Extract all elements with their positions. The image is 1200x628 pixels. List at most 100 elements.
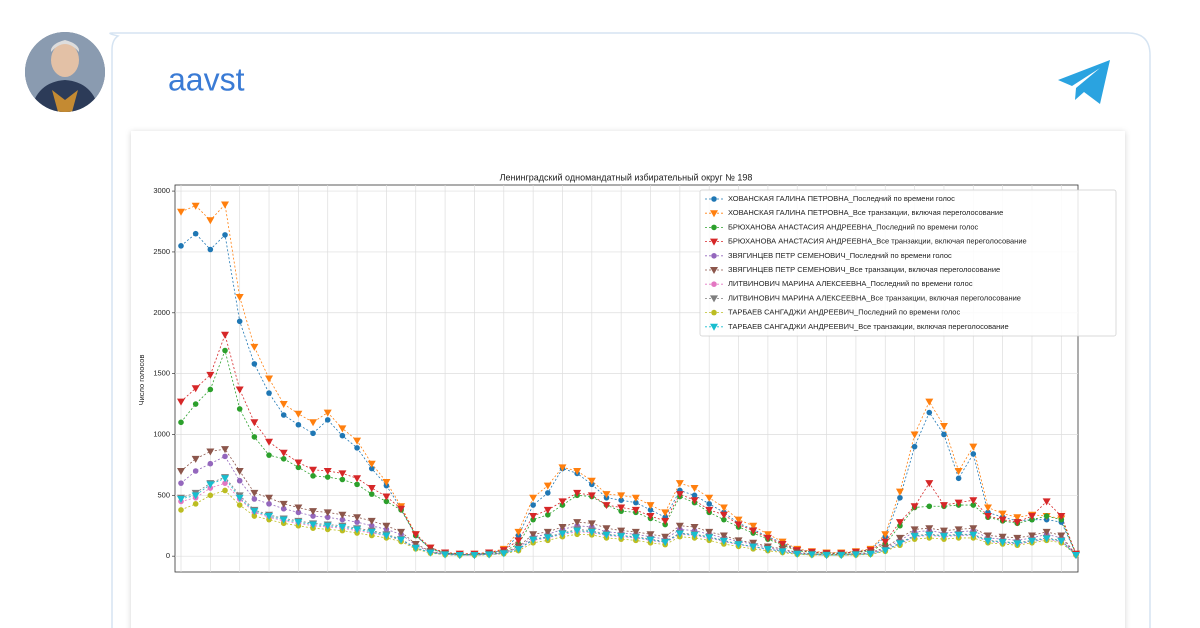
- marker: [719, 532, 728, 540]
- marker: [573, 519, 582, 527]
- marker: [279, 516, 288, 524]
- marker: [895, 540, 904, 548]
- marker: [206, 448, 215, 456]
- marker: [309, 466, 318, 474]
- marker: [1042, 498, 1051, 506]
- marker: [367, 460, 376, 468]
- legend-label: ЗВЯГИНЦЕВ ПЕТР СЕМЕНОВИЧ_Последний по вр…: [728, 251, 952, 260]
- marker: [367, 485, 376, 493]
- marker: [323, 509, 332, 517]
- marker: [969, 525, 978, 533]
- marker: [295, 464, 302, 471]
- marker: [207, 492, 214, 499]
- legend-label: БРЮХАНОВА АНАСТАСИЯ АНДРЕЕВНА_Последний …: [728, 222, 979, 231]
- marker: [587, 520, 596, 528]
- marker: [279, 401, 288, 409]
- marker: [910, 503, 919, 511]
- marker: [705, 528, 714, 536]
- marker: [368, 465, 375, 472]
- marker: [236, 406, 243, 412]
- marker: [983, 504, 992, 512]
- marker: [338, 425, 347, 433]
- marker: [763, 531, 772, 539]
- marker: [514, 546, 523, 554]
- author-name[interactable]: aavst: [168, 61, 245, 97]
- marker: [280, 412, 287, 418]
- marker: [719, 511, 728, 519]
- marker: [514, 528, 523, 536]
- avatar[interactable]: [25, 32, 105, 115]
- marker: [939, 502, 948, 510]
- marker: [646, 536, 655, 544]
- marker: [925, 525, 934, 533]
- marker: [221, 201, 230, 209]
- marker: [441, 551, 450, 559]
- marker: [192, 501, 199, 507]
- marker: [353, 475, 362, 483]
- marker: [602, 531, 611, 539]
- marker: [206, 371, 215, 379]
- marker: [631, 506, 640, 514]
- marker: [178, 480, 184, 486]
- marker: [734, 541, 743, 549]
- legend-label: ХОВАНСКАЯ ГАЛИНА ПЕТРОВНА_Последний по в…: [728, 194, 955, 203]
- marker: [954, 499, 963, 507]
- series-line: [180, 448, 1077, 556]
- marker: [983, 537, 992, 545]
- marker: [411, 541, 420, 549]
- marker: [573, 527, 582, 535]
- marker: [749, 539, 758, 547]
- marker: [998, 533, 1007, 541]
- marker: [178, 507, 184, 513]
- marker: [705, 506, 714, 514]
- marker: [499, 550, 508, 558]
- marker: [192, 230, 199, 237]
- legend-label: БРЮХАНОВА АНАСТАСИЯ АНДРЕЕВНА_Все транза…: [728, 237, 1027, 246]
- marker: [734, 521, 743, 529]
- marker: [309, 508, 318, 516]
- marker: [926, 409, 933, 416]
- marker: [675, 522, 684, 530]
- marker: [251, 434, 258, 440]
- marker: [705, 494, 714, 502]
- marker: [983, 513, 992, 521]
- marker: [338, 470, 347, 478]
- marker: [646, 502, 655, 510]
- marker: [543, 528, 552, 536]
- marker: [998, 539, 1007, 547]
- marker: [778, 541, 787, 549]
- marker: [382, 532, 391, 540]
- marker: [719, 504, 728, 512]
- marker: [602, 502, 611, 510]
- series-line: [180, 203, 1077, 555]
- marker: [236, 477, 243, 484]
- marker: [368, 522, 375, 529]
- marker: [235, 293, 244, 301]
- y-tick-label: 2500: [153, 247, 170, 256]
- marker: [926, 503, 933, 510]
- marker: [705, 534, 714, 542]
- marker: [530, 502, 536, 508]
- marker: [1013, 534, 1022, 542]
- marker: [661, 517, 670, 525]
- chart-title: Ленинградский одномандатный избирательны…: [500, 172, 753, 182]
- marker: [925, 531, 934, 539]
- marker: [235, 386, 244, 394]
- marker: [543, 482, 552, 490]
- marker: [426, 544, 435, 552]
- marker: [866, 550, 875, 558]
- marker: [353, 526, 362, 534]
- marker: [573, 489, 582, 497]
- marker: [545, 490, 551, 496]
- marker: [954, 531, 963, 539]
- marker: [266, 390, 272, 396]
- marker: [1027, 532, 1036, 540]
- marker: [280, 505, 287, 512]
- marker: [602, 525, 611, 533]
- marker: [354, 519, 360, 525]
- marker: [633, 499, 639, 506]
- marker: [323, 522, 332, 530]
- marker: [294, 410, 303, 418]
- marker: [558, 498, 567, 506]
